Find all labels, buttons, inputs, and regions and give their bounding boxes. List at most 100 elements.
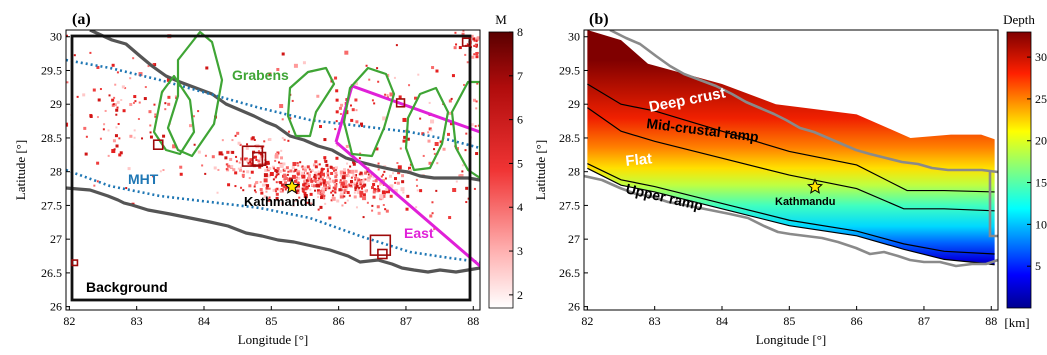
- seismic-event: [302, 190, 305, 193]
- seismic-event: [153, 63, 157, 67]
- seismic-event: [372, 195, 376, 199]
- seismic-event: [328, 216, 332, 220]
- seismic-event: [475, 107, 478, 110]
- seismic-event: [324, 202, 327, 205]
- seismic-event: [486, 46, 489, 49]
- seismic-event: [303, 191, 307, 195]
- seismic-event: [302, 183, 306, 187]
- seismic-event: [468, 23, 470, 25]
- seismic-event: [245, 146, 249, 150]
- kathmandu-label-a: Kathmandu: [244, 194, 316, 209]
- nepal-border-line-b: [584, 174, 998, 268]
- seismic-event: [377, 188, 381, 192]
- seismic-event: [384, 208, 387, 211]
- panel-a-ylabel: Latitude [°]: [13, 140, 28, 200]
- seismic-event: [382, 179, 386, 183]
- x-tick-label: 84: [716, 314, 728, 328]
- seismic-event: [451, 74, 455, 78]
- seismic-event: [317, 196, 320, 199]
- seismic-event: [376, 67, 379, 70]
- seismic-event: [149, 131, 152, 134]
- seismic-event: [318, 174, 321, 177]
- background-label: Background: [86, 279, 168, 295]
- seismic-event: [296, 170, 301, 175]
- seismic-event: [263, 140, 266, 143]
- seismic-event: [286, 173, 289, 176]
- seismic-event: [334, 168, 337, 171]
- seismic-event: [326, 175, 330, 179]
- seismic-event: [347, 169, 351, 173]
- seismic-event: [229, 157, 233, 161]
- seismic-event: [149, 135, 153, 139]
- seismic-event: [250, 162, 254, 166]
- seismic-event: [419, 189, 423, 193]
- seismic-event: [99, 88, 102, 91]
- seismic-event: [349, 183, 353, 187]
- seismic-event: [164, 102, 167, 105]
- seismic-event: [247, 160, 252, 165]
- seismic-event: [280, 149, 283, 152]
- seismic-event: [324, 189, 327, 192]
- seismic-event: [338, 106, 342, 110]
- seismic-event: [323, 184, 326, 187]
- seismic-event: [453, 46, 457, 50]
- seismic-event: [372, 176, 375, 179]
- seismic-event: [364, 189, 368, 193]
- seismic-event: [295, 191, 299, 195]
- seismic-event: [297, 191, 300, 194]
- seismic-event: [319, 125, 323, 129]
- seismic-event: [265, 186, 269, 190]
- x-tick-label: 83: [649, 314, 661, 328]
- seismic-event: [93, 184, 96, 187]
- seismic-event: [119, 151, 123, 155]
- seismic-event: [232, 168, 236, 172]
- panel-a-label: (a): [72, 11, 91, 28]
- seismic-event: [428, 161, 432, 165]
- seismic-event: [375, 147, 379, 151]
- seismic-event: [332, 188, 335, 191]
- seismic-event: [268, 72, 272, 76]
- seismic-event: [133, 95, 137, 99]
- seismic-event: [323, 138, 327, 142]
- seismic-event: [129, 134, 133, 138]
- seismic-event: [271, 165, 275, 169]
- seismic-event: [348, 194, 351, 197]
- colorbar-tick-label: 7: [517, 69, 523, 83]
- seismic-event: [303, 179, 307, 183]
- seismic-event: [291, 166, 295, 170]
- seismic-event: [154, 115, 157, 118]
- seismic-event: [481, 46, 485, 50]
- seismic-event: [253, 185, 256, 188]
- seismic-event: [429, 214, 433, 218]
- seismic-event: [458, 174, 461, 177]
- panel-b-y-ticks: 26 26.5 27 27.5 28 28.5 29 29.5 30: [559, 30, 588, 314]
- seismic-event: [148, 110, 152, 114]
- x-tick-label: 88: [985, 314, 997, 328]
- panel-a-xlabel: Longitude [°]: [238, 332, 309, 347]
- panel-a-y-ticks: 26 26.5 27 27.5 28 28.5 29 29.5 30: [41, 30, 70, 314]
- seismic-event: [354, 186, 358, 190]
- seismic-event: [358, 184, 361, 187]
- seismic-event: [396, 162, 399, 165]
- mht-lower-line: [66, 168, 480, 264]
- y-tick-label: 27.5: [41, 198, 62, 212]
- seismic-event: [267, 162, 270, 165]
- seismic-event: [395, 44, 398, 47]
- seismic-event: [159, 170, 162, 173]
- seismic-event: [326, 171, 330, 175]
- seismic-event: [260, 152, 264, 156]
- seismic-event: [377, 162, 380, 165]
- seismic-event: [321, 193, 324, 196]
- seismic-event: [465, 186, 469, 190]
- seismic-event: [329, 177, 332, 180]
- seismic-event: [289, 117, 292, 120]
- seismic-event: [192, 115, 195, 118]
- seismic-event: [251, 136, 255, 140]
- seismic-event: [240, 186, 243, 189]
- seismic-event: [312, 184, 316, 188]
- seismic-event: [461, 164, 464, 167]
- seismic-event: [303, 180, 306, 183]
- seismic-event: [112, 103, 115, 106]
- seismic-event: [371, 209, 374, 212]
- seismic-event: [372, 180, 375, 183]
